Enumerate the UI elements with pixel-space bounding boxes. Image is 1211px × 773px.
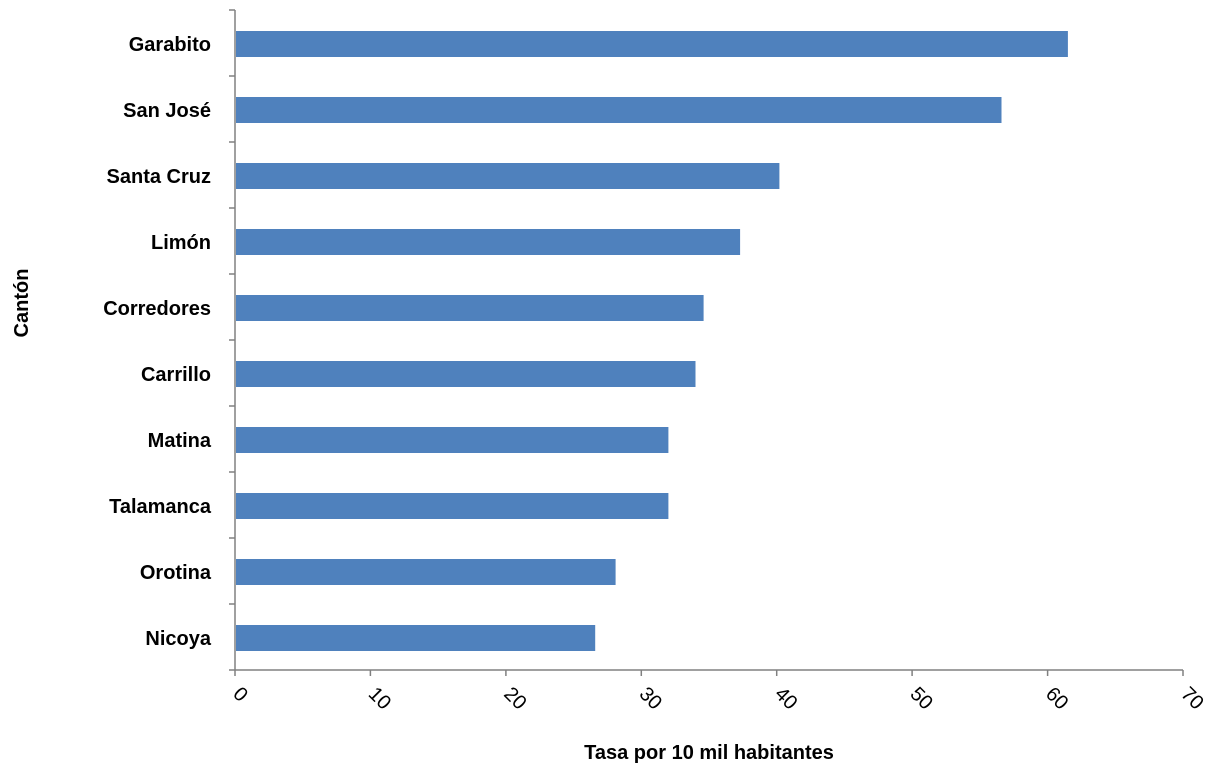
category-label-8: Orotina <box>140 562 212 584</box>
bar-1 <box>236 97 1002 123</box>
category-label-0: Garabito <box>129 34 211 56</box>
category-label-9: Nicoya <box>145 628 211 650</box>
x-tick-label-2: 20 <box>499 683 530 714</box>
bar-7 <box>236 493 669 519</box>
bar-5 <box>236 361 696 387</box>
axes-layer <box>229 9 1184 676</box>
x-tick-label-7: 70 <box>1176 683 1207 714</box>
category-label-5: Carrillo <box>141 364 211 386</box>
x-tick-label-4: 40 <box>770 683 801 714</box>
x-tick-label-1: 10 <box>364 683 395 714</box>
x-tick-label-6: 60 <box>1041 683 1072 714</box>
x-tick-label-3: 30 <box>635 683 666 714</box>
bar-6 <box>236 427 669 453</box>
bar-8 <box>236 559 616 585</box>
category-label-1: San José <box>123 100 211 122</box>
bars-layer <box>236 31 1068 651</box>
x-axis-title: Tasa por 10 mil habitantes <box>584 742 834 764</box>
bar-9 <box>236 625 596 651</box>
category-label-3: Limón <box>151 232 211 254</box>
category-label-2: Santa Cruz <box>107 166 211 188</box>
bar-2 <box>236 163 780 189</box>
y-axis-title: Cantón <box>11 269 33 338</box>
bar-4 <box>236 295 704 321</box>
bar-3 <box>236 229 741 255</box>
bar-0 <box>236 31 1068 57</box>
category-label-6: Matina <box>148 430 212 452</box>
category-label-7: Talamanca <box>109 496 212 518</box>
x-tick-label-0: 0 <box>228 683 251 706</box>
category-label-4: Corredores <box>103 298 211 320</box>
x-tick-label-5: 50 <box>906 683 937 714</box>
